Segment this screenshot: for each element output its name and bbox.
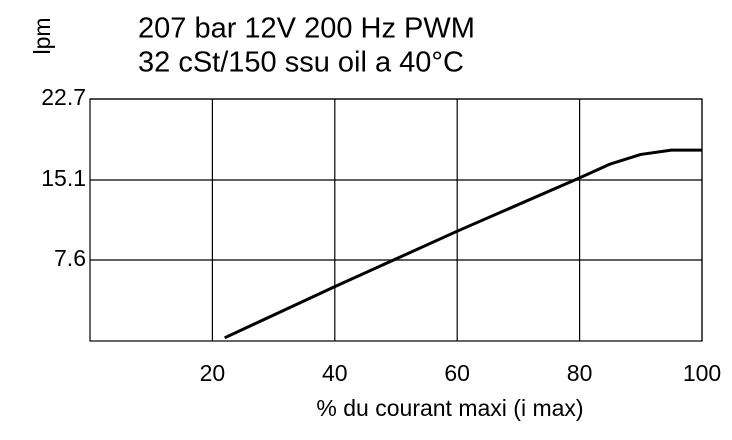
plot-frame	[89, 98, 703, 342]
data-line	[224, 148, 702, 340]
y-axis-label: lpm	[29, 17, 55, 54]
y-tick-label: 22.7	[41, 84, 86, 110]
x-tick-label: 80	[567, 360, 593, 386]
x-tick-label: 100	[683, 360, 721, 386]
chart-title-line: 32 cSt/150 ssu oil a 40°C	[138, 47, 464, 79]
chart-title-line: 207 bar 12V 200 Hz PWM	[138, 13, 475, 45]
x-axis-label: % du courant maxi (i max)	[316, 395, 583, 421]
y-tick-label: 15.1	[41, 165, 86, 191]
x-tick-label: 40	[322, 360, 348, 386]
y-tick-label: 7.6	[54, 245, 86, 271]
x-tick-label: 20	[200, 360, 226, 386]
x-tick-label: 60	[444, 360, 470, 386]
